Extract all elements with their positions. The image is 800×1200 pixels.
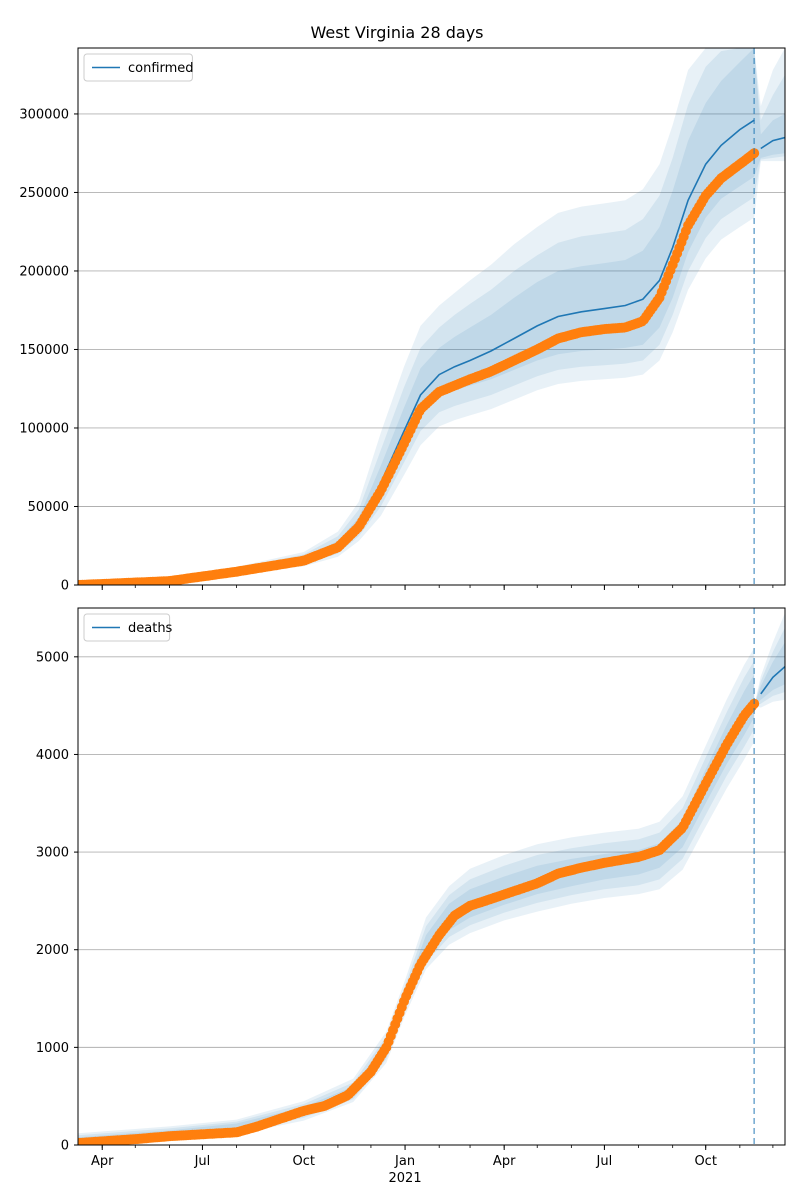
deaths-ytick-label: 1000 <box>36 1041 69 1056</box>
confirmed-observed-series <box>78 148 760 585</box>
deaths-ytick-label: 5000 <box>36 650 69 665</box>
deaths-plot-area <box>78 612 785 1145</box>
deaths-xtick-label: Jul <box>194 1154 211 1169</box>
deaths-observed-series <box>78 698 760 1145</box>
deaths-model-line <box>760 666 785 695</box>
deaths-xtick-label: Oct <box>293 1154 315 1169</box>
deaths-model-band <box>754 612 785 708</box>
confirmed-legend-box <box>83 53 193 82</box>
deaths-legend: deaths <box>83 613 173 642</box>
deaths-ytick-label: 4000 <box>36 748 69 763</box>
deaths-ytick-label: 0 <box>61 1139 69 1154</box>
deaths-history-band <box>78 674 755 1145</box>
deaths-ytick-label: 2000 <box>36 943 69 958</box>
deaths-xtick-label: Apr <box>91 1154 114 1169</box>
chart-confirmed: 0 50000 100000 150000 200000 250000 300000 conf… <box>19 47 786 594</box>
confirmed-plot-area <box>78 48 785 585</box>
confirmed-ytick-label: 50000 <box>28 500 69 515</box>
deaths-xtick-label: Jan <box>394 1154 415 1169</box>
figure-title: West Virginia 28 days <box>310 23 483 42</box>
confirmed-ytick-label: 200000 <box>19 264 69 279</box>
deaths-xtick-label: Oct <box>694 1154 716 1169</box>
confirmed-legend-label: confirmed <box>128 61 194 76</box>
deaths-axes-frame <box>77 607 786 1146</box>
confirmed-legend: confirmed <box>83 53 194 82</box>
deaths-legend-label: deaths <box>128 621 173 636</box>
confirmed-ytick-label: 0 <box>61 579 69 594</box>
confirmed-ytick-label: 250000 <box>19 186 69 201</box>
deaths-xtick-label: Jul <box>596 1154 613 1169</box>
deaths-legend-box <box>83 613 171 642</box>
deaths-history-band <box>78 648 755 1145</box>
confirmed-axes-frame <box>77 47 786 586</box>
confirmed-ytick-label: 100000 <box>19 421 69 436</box>
confirmed-ytick-label: 300000 <box>19 107 69 122</box>
deaths-ytick-label: 3000 <box>36 846 69 861</box>
deaths-model-band <box>754 642 785 706</box>
chart-deaths: 0 1000 2000 3000 4000 5000 Apr Jul Oct Jan 2021 Apr… <box>36 607 786 1186</box>
confirmed-model-band <box>78 48 785 585</box>
deaths-history-band <box>78 660 755 1145</box>
deaths-xtick-sublabel: 2021 <box>389 1171 422 1186</box>
confirmed-ytick-label: 150000 <box>19 343 69 358</box>
deaths-xtick-label: Apr <box>493 1154 516 1169</box>
deaths-model-band <box>754 627 785 706</box>
